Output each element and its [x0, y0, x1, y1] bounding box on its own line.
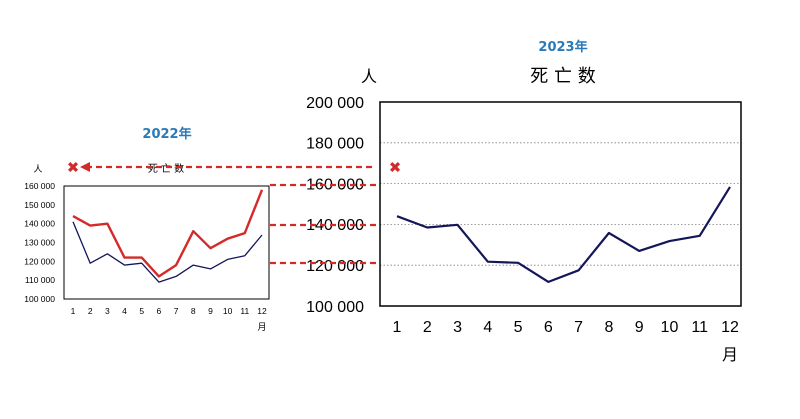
plot-area-2022: [63, 185, 270, 300]
x-tick-label-2023-9: 10: [661, 319, 679, 336]
x-tick-label-2022-7: 8: [191, 306, 196, 316]
series-line-2022-0: [72, 221, 263, 283]
x-tick-label-2023-7: 8: [604, 319, 613, 336]
y-tick-label-2023-0: 100 000: [306, 299, 364, 316]
x-tick-label-2023-5: 6: [544, 319, 553, 336]
x-tick-label-2022-8: 9: [208, 306, 213, 316]
cross-icon-left: ✖: [67, 159, 80, 177]
x-unit-2023: 月: [722, 345, 738, 364]
series-line-2023-0: [396, 186, 731, 283]
x-tick-label-2022-6: 7: [174, 306, 179, 316]
y-tick-label-2022-2: 120 000: [24, 256, 55, 266]
grid-lines-2023: [380, 142, 741, 266]
x-unit-2022: 月: [257, 322, 266, 333]
x-tick-label-2022-0: 1: [71, 306, 76, 316]
x-tick-label-2022-5: 6: [157, 306, 162, 316]
y-unit-2023: 人: [361, 67, 377, 86]
chart-2022: 2022年 人 死 亡 数 100 000 110 000 120 000 130 0…: [24, 126, 270, 333]
x-tick-label-2023-11: 12: [721, 319, 739, 336]
y-tick-label-2022-4: 140 000: [24, 219, 55, 229]
y-tick-label-2022-1: 110 000: [25, 275, 55, 285]
x-tick-label-2023-0: 1: [393, 319, 402, 336]
x-tick-labels-2022: 1 2 3 4 5 6 7 8 9 10 11 12: [71, 306, 267, 316]
cross-icon-right: ✖: [389, 159, 402, 177]
x-tick-label-2023-2: 3: [453, 319, 462, 336]
x-tick-label-2022-9: 10: [223, 306, 233, 316]
x-tick-label-2023-1: 2: [423, 319, 432, 336]
y-tick-labels-2022: 100 000 110 000 120 000 130 000 140 000 150 0…: [24, 181, 55, 304]
y-tick-label-2022-6: 160 000: [24, 181, 55, 191]
plot-area-2023: [379, 101, 742, 307]
y-tick-label-2023-4: 180 000: [306, 136, 364, 153]
x-tick-label-2023-8: 9: [635, 319, 644, 336]
y-tick-label-2022-3: 130 000: [24, 238, 55, 248]
series-2023: [396, 186, 731, 283]
arrowhead: [80, 162, 90, 172]
x-tick-label-2022-3: 4: [122, 306, 127, 316]
connector-annotations: ✖ ✖: [67, 159, 402, 265]
x-tick-label-2022-10: 11: [240, 306, 249, 316]
y-tick-label-2022-0: 100 000: [24, 294, 55, 304]
series-2022: [72, 189, 264, 283]
y-tick-label-2022-5: 150 000: [24, 200, 55, 210]
year-title-2022: 2022年: [142, 126, 191, 142]
chart-title-2022: 死 亡 数: [148, 162, 184, 175]
year-title-2023: 2023年: [538, 39, 587, 55]
x-tick-label-2022-4: 5: [139, 306, 144, 316]
x-tick-label-2023-6: 7: [574, 319, 583, 336]
x-tick-label-2022-1: 2: [88, 306, 93, 316]
series-line-2022-1: [72, 189, 264, 278]
x-tick-labels-2023: 1 2 3 4 5 6 7 8 9 10 11 12: [393, 319, 739, 336]
x-tick-label-2022-2: 3: [105, 306, 110, 316]
y-unit-2022: 人: [33, 164, 42, 175]
x-tick-label-2023-10: 11: [691, 319, 708, 336]
x-tick-label-2022-11: 12: [257, 306, 267, 316]
y-tick-label-2023-1: 120 000: [306, 258, 364, 275]
x-tick-label-2023-4: 5: [514, 319, 523, 336]
x-tick-label-2023-3: 4: [483, 319, 492, 336]
y-tick-label-2023-5: 200 000: [306, 95, 364, 112]
chart-title-2023: 死 亡 数: [530, 66, 595, 87]
